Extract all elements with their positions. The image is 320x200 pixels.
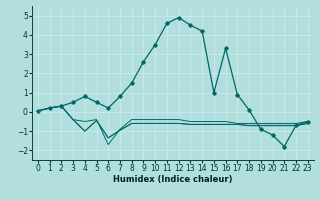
X-axis label: Humidex (Indice chaleur): Humidex (Indice chaleur) xyxy=(113,175,233,184)
